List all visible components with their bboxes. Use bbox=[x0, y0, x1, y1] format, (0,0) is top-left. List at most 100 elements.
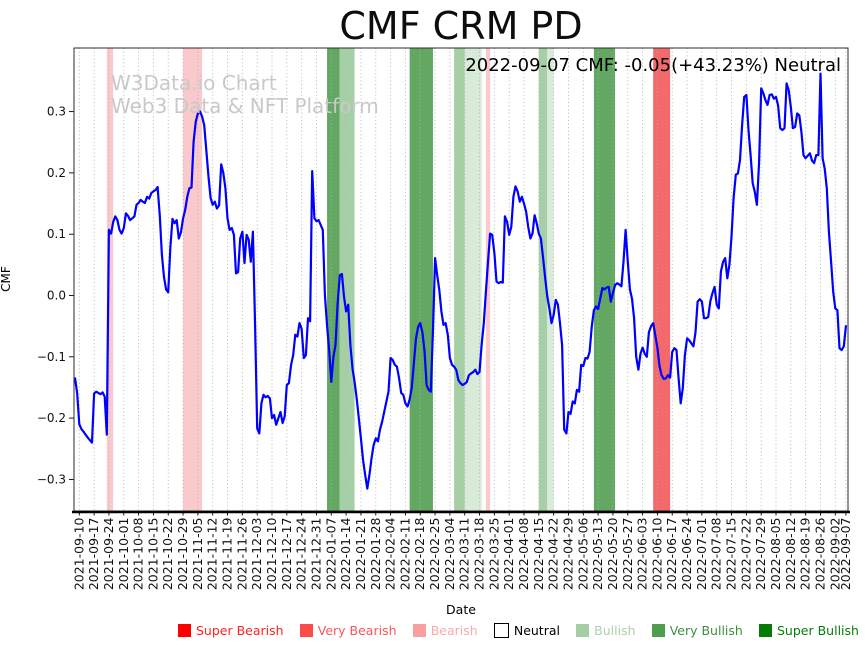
x-tick-label: 2022-06-10 bbox=[649, 517, 664, 590]
y-tick-label: −0.3 bbox=[37, 472, 66, 486]
legend-swatch-bullish bbox=[576, 623, 590, 637]
legend-label: Bearish bbox=[430, 622, 478, 638]
x-tick-label: 2022-01-14 bbox=[338, 517, 353, 590]
x-tick-label: 2022-01-21 bbox=[353, 518, 368, 591]
x-tick-label: 2021-12-03 bbox=[249, 518, 264, 591]
x-tick-label: 2022-03-04 bbox=[442, 517, 457, 590]
legend-swatch-super-bearish bbox=[178, 623, 191, 637]
x-tick-label: 2021-10-22 bbox=[160, 518, 175, 591]
x-tick-label: 2022-08-26 bbox=[812, 517, 827, 590]
x-tick-label: 2022-06-03 bbox=[635, 518, 650, 591]
legend-swatch-super-bullish bbox=[759, 623, 772, 637]
y-tick-label: 0.1 bbox=[47, 227, 66, 241]
legend-item-bearish: Bearish bbox=[412, 622, 478, 638]
watermark-line2: Web3 Data & NFT Platform bbox=[111, 94, 379, 118]
x-tick-label: 2022-02-04 bbox=[383, 517, 398, 590]
cmf-line bbox=[73, 72, 848, 490]
x-tick-label: 2021-11-26 bbox=[234, 517, 249, 590]
watermark: W3Data.io Chart Web3 Data & NFT Platform bbox=[111, 72, 379, 118]
x-tick-label: 2022-04-29 bbox=[560, 517, 575, 590]
legend-swatch-neutral bbox=[493, 622, 509, 638]
x-tick-label: 2021-12-31 bbox=[308, 518, 323, 591]
x-tick-label: 2022-01-07 bbox=[323, 518, 338, 591]
x-tick-label: 2022-05-27 bbox=[620, 518, 635, 591]
legend-item-neutral: Neutral bbox=[493, 622, 560, 638]
legend-swatch-very-bullish bbox=[651, 623, 665, 637]
x-tick-label: 2022-07-15 bbox=[724, 518, 739, 591]
x-tick-label: 2022-06-24 bbox=[679, 517, 694, 590]
x-axis-label: Date bbox=[446, 602, 476, 617]
legend-item-very-bullish: Very Bullish bbox=[651, 622, 743, 638]
x-tick-label: 2021-10-29 bbox=[175, 517, 190, 590]
x-tick-label: 2021-09-10 bbox=[71, 517, 86, 590]
x-tick-label: 2021-11-12 bbox=[205, 518, 220, 591]
x-tick-label: 2021-09-17 bbox=[86, 518, 101, 591]
x-tick-label: 2021-11-05 bbox=[190, 518, 205, 591]
x-tick-label: 2022-08-12 bbox=[783, 518, 798, 591]
legend: Super Bearish Very Bearish Bearish Neutral B… bbox=[178, 620, 859, 640]
legend-item-very-bearish: Very Bearish bbox=[299, 623, 397, 638]
watermark-line1: W3Data.io Chart bbox=[111, 71, 277, 95]
y-tick-label: 0.3 bbox=[47, 105, 66, 119]
signal-band-bullish bbox=[454, 48, 465, 511]
signal-band-very_bearish bbox=[653, 48, 671, 511]
signal-band-very_bullish bbox=[327, 48, 340, 511]
x-tick-label: 2022-06-17 bbox=[664, 518, 679, 591]
legend-label: Neutral bbox=[513, 622, 560, 638]
x-tick-label: 2022-02-11 bbox=[397, 518, 412, 591]
legend-label: Bullish bbox=[594, 622, 636, 638]
x-tick-label: 2022-08-19 bbox=[798, 517, 813, 590]
x-tick-label: 2022-07-22 bbox=[738, 518, 753, 591]
x-tick-label: 2022-04-08 bbox=[516, 517, 531, 590]
x-tick-label: 2021-10-15 bbox=[145, 518, 160, 591]
y-tick-label: 0.0 bbox=[47, 289, 66, 303]
x-tick-label: 2022-04-22 bbox=[546, 518, 561, 591]
y-tick-label: −0.2 bbox=[37, 411, 66, 425]
chart-title: CMF CRM PD bbox=[339, 4, 583, 48]
x-tick-label: 2022-07-29 bbox=[753, 517, 768, 590]
x-tick-label: 2022-02-25 bbox=[427, 518, 442, 591]
x-tick-label: 2022-05-13 bbox=[590, 518, 605, 591]
x-tick-label: 2021-10-01 bbox=[116, 518, 131, 591]
x-tick-label: 2021-12-24 bbox=[294, 517, 309, 590]
x-tick-label: 2022-07-01 bbox=[694, 518, 709, 591]
legend-label: Super Bullish bbox=[777, 622, 859, 638]
signal-band-bearish bbox=[183, 48, 203, 511]
y-tick-label: 0.2 bbox=[47, 166, 66, 180]
x-tick-label: 2022-09-02 bbox=[827, 518, 842, 591]
x-tick-label: 2022-04-15 bbox=[531, 518, 546, 591]
x-tick-label: 2022-05-06 bbox=[575, 517, 590, 590]
legend-label: Very Bullish bbox=[669, 622, 743, 638]
y-axis-label: CMF bbox=[0, 266, 13, 292]
legend-item-bullish: Bullish bbox=[576, 622, 636, 638]
signal-band-very_bullish bbox=[409, 48, 433, 511]
signal-band-bearish bbox=[106, 48, 114, 511]
legend-item-super-bearish: Super Bearish bbox=[178, 623, 284, 638]
signal-band-bullish_light bbox=[547, 48, 554, 511]
x-tick-label: 2022-04-01 bbox=[501, 518, 516, 591]
latest-value-annotation: 2022-09-07 CMF: -0.05(+43.23%) Neutral bbox=[465, 55, 841, 76]
legend-swatch-very-bearish bbox=[299, 623, 313, 637]
x-tick-label: 2022-03-25 bbox=[486, 518, 501, 591]
signal-band-bullish_light bbox=[464, 48, 482, 511]
x-tick-label: 2021-12-10 bbox=[264, 517, 279, 590]
x-tick-label: 2022-09-07 bbox=[838, 518, 853, 591]
x-tick-label: 2021-11-19 bbox=[220, 517, 235, 590]
x-tick-label: 2022-02-18 bbox=[412, 517, 427, 590]
x-tick-label: 2021-10-08 bbox=[131, 517, 146, 590]
x-tick-label: 2022-05-20 bbox=[605, 517, 620, 590]
x-tick-label: 2022-08-05 bbox=[768, 518, 783, 591]
signal-band-bearish bbox=[485, 48, 491, 511]
x-tick-label: 2021-12-17 bbox=[279, 518, 294, 591]
signal-band-very_bullish bbox=[593, 48, 616, 511]
x-tick-label: 2022-01-28 bbox=[368, 517, 383, 590]
x-tick-label: 2022-03-11 bbox=[457, 518, 472, 591]
signal-band-bullish bbox=[339, 48, 355, 511]
legend-swatch-bearish bbox=[412, 623, 426, 637]
x-tick-label: 2022-03-18 bbox=[472, 517, 487, 590]
x-tick-label: 2021-09-24 bbox=[101, 517, 116, 590]
legend-label: Super Bearish bbox=[196, 622, 284, 638]
x-tick-label: 2022-07-08 bbox=[709, 517, 724, 590]
